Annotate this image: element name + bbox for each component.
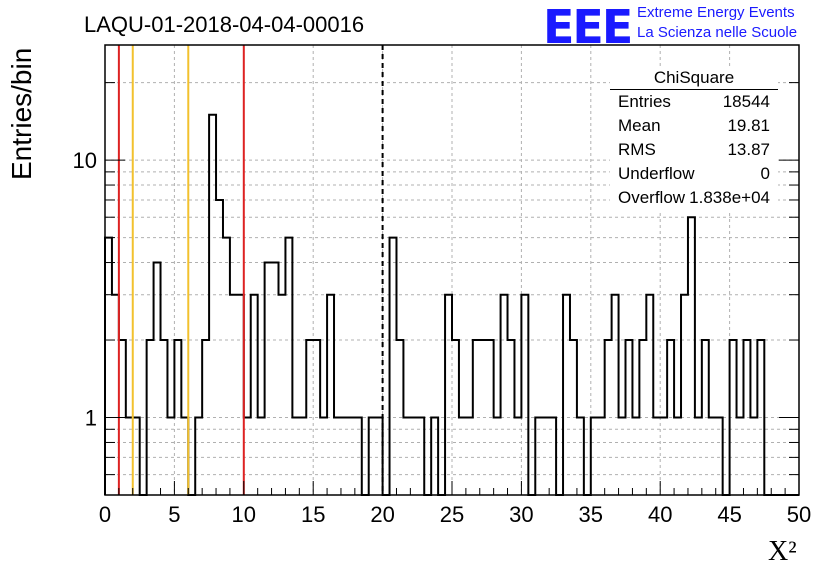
- y-tick-label: 10: [73, 148, 97, 173]
- histogram-bin: [105, 238, 112, 495]
- histogram-bin: [112, 295, 119, 495]
- stat-key: Entries: [618, 92, 671, 111]
- x-axis-label: X²: [768, 536, 797, 567]
- x-tick-label: 40: [648, 502, 672, 527]
- axis-ticks: [104, 82, 800, 496]
- logo-caption-line1: Extreme Energy Events: [637, 4, 795, 21]
- histogram-bin: [681, 295, 688, 495]
- stat-value: 1.838e+04: [689, 188, 770, 207]
- histogram-bin: [521, 295, 528, 495]
- stats-box: ChiSquare Entries 18544 Mean 19.81 RMS 1…: [610, 66, 778, 212]
- histogram-bin: [251, 295, 258, 495]
- x-tick-label: 45: [717, 502, 741, 527]
- histogram-bin: [272, 263, 279, 495]
- histogram-bin: [390, 238, 397, 495]
- x-tick-label: 10: [232, 502, 256, 527]
- stats-separator: [610, 89, 778, 90]
- histogram-bin: [265, 263, 272, 495]
- stat-value: 13.87: [727, 140, 770, 159]
- x-tick-label: 15: [301, 502, 325, 527]
- stat-key: Mean: [618, 116, 661, 135]
- stat-key: Underflow: [618, 164, 695, 183]
- histogram-bin: [237, 295, 244, 495]
- histogram-bin: [445, 295, 452, 495]
- x-tick-label: 25: [440, 502, 464, 527]
- stat-value: 0: [760, 164, 770, 183]
- x-tick-label: 30: [509, 502, 533, 527]
- stat-key: Overflow: [618, 188, 686, 207]
- x-tick-label: 50: [787, 502, 811, 527]
- x-tick-label: 20: [370, 502, 394, 527]
- stats-title: ChiSquare: [653, 68, 735, 87]
- eee-logo: EEE: [543, 0, 633, 54]
- histogram-bin: [612, 295, 619, 495]
- histogram-bin: [646, 295, 653, 495]
- histogram-bin: [216, 200, 223, 495]
- histogram-bin: [327, 295, 334, 495]
- tick-labels: 0 5 10 15 20 25 30 35 40 45 50 1 10: [73, 148, 812, 527]
- logo-caption-line2: La Scienza nelle Scuole: [637, 24, 798, 41]
- histogram-bin: [688, 217, 695, 495]
- histogram-bin: [563, 295, 570, 495]
- x-tick-label: 5: [168, 502, 180, 527]
- stat-key: RMS: [618, 140, 656, 159]
- stat-value: 19.81: [727, 116, 770, 135]
- histogram-bin: [279, 295, 286, 495]
- histogram-outline: [104, 113, 799, 496]
- y-tick-label: 1: [85, 406, 97, 431]
- histogram-bin: [285, 238, 292, 495]
- reference-lines: [117, 45, 384, 495]
- histogram-bin: [230, 295, 237, 495]
- stat-value: 18544: [722, 92, 770, 111]
- y-axis-label: Entries/bin: [6, 47, 37, 180]
- histogram-series: [104, 113, 799, 496]
- x-tick-label: 0: [99, 502, 111, 527]
- histogram-bin: [501, 295, 508, 495]
- x-tick-label: 35: [579, 502, 603, 527]
- histogram-bin: [154, 263, 161, 495]
- chart-title: LAQU-01-2018-04-04-00016: [84, 12, 365, 37]
- histogram-bin: [223, 238, 230, 495]
